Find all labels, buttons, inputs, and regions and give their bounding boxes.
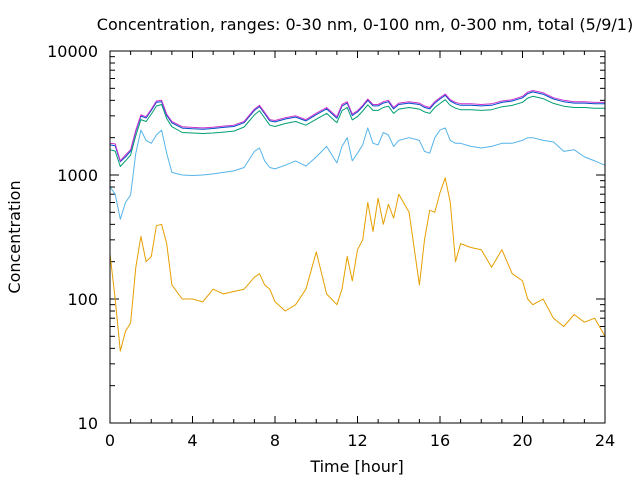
- x-tick-label: 4: [187, 431, 197, 450]
- y-axis-label: Concentration: [5, 180, 24, 293]
- x-tick-label: 12: [347, 431, 367, 450]
- series-line-4: [109, 127, 606, 220]
- y-tick-label: 10: [78, 414, 98, 433]
- chart-title: Concentration, ranges: 0-30 nm, 0-100 nm…: [97, 15, 633, 34]
- y-tick-label: 1000: [57, 166, 98, 185]
- data-series: [109, 90, 606, 352]
- x-tick-label: 16: [430, 431, 450, 450]
- x-tick-label: 0: [105, 431, 115, 450]
- axis-ticks: 0 4 8 12 16 20 24 10 100 1000 10000: [47, 42, 615, 450]
- x-tick-label: 8: [270, 431, 280, 450]
- x-tick-label: 24: [595, 431, 615, 450]
- series-line-1: [109, 90, 605, 162]
- x-axis-label: Time [hour]: [309, 457, 403, 476]
- plot-frame: [109, 50, 606, 424]
- y-tick-label: 100: [67, 290, 98, 309]
- series-line-3: [109, 95, 605, 167]
- y-tick-label: 10000: [47, 42, 98, 61]
- series-line-5: [109, 177, 606, 352]
- series-line-2: [109, 91, 605, 163]
- x-tick-label: 20: [512, 431, 532, 450]
